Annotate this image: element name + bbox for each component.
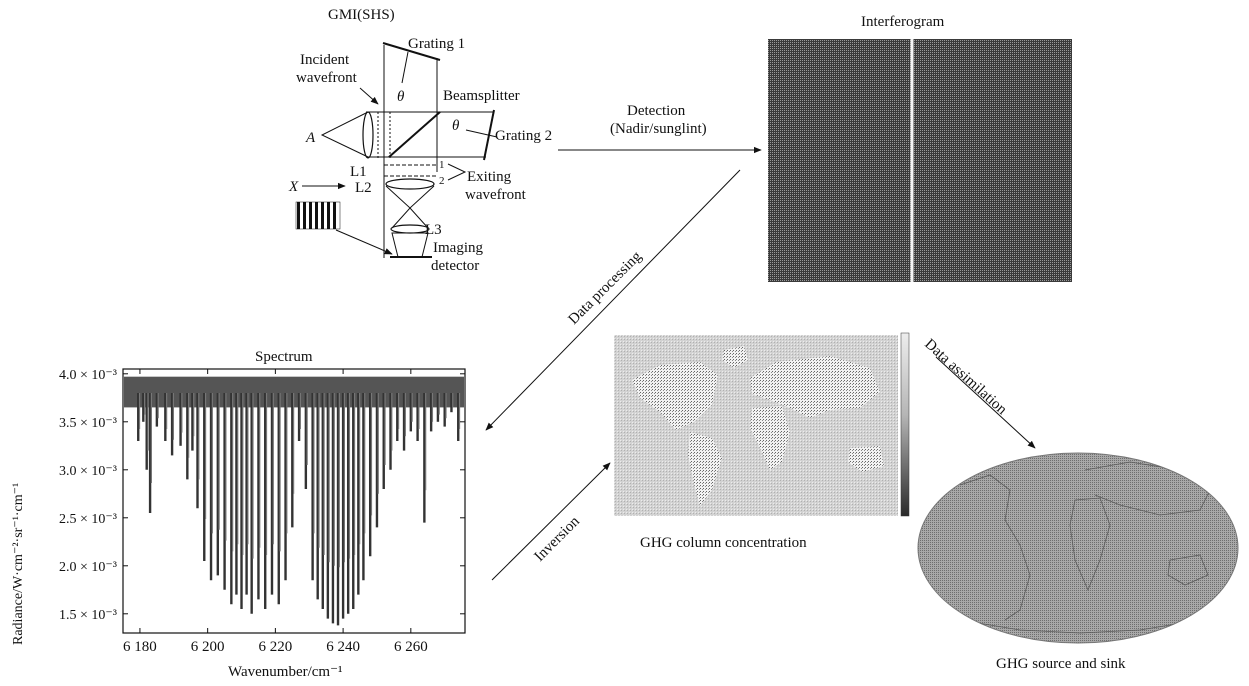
- spectrum-y-tick-label: 3.0 × 10⁻³: [59, 464, 117, 479]
- ghg-column-panel: GHG column concentration: [614, 332, 910, 551]
- spectrum-y-tick-label: 4.0 × 10⁻³: [59, 368, 117, 383]
- spectrum-marks: [124, 376, 464, 626]
- ghg-globe: [917, 452, 1239, 644]
- interferogram-image: [768, 39, 1072, 282]
- spectrum-xlabel: Wavenumber/cm⁻¹: [228, 664, 343, 680]
- imaging-label-2: detector: [431, 258, 479, 274]
- continent-australia: [848, 446, 884, 472]
- arrow-detection: Detection (Nadir/sunglint): [558, 103, 762, 154]
- continent-africa: [750, 406, 790, 470]
- interferogram-panel: Interferogram: [768, 14, 1072, 282]
- ghg-source-panel: GHG source and sink: [917, 452, 1239, 672]
- globe-coastline-africa: [1069, 497, 1111, 592]
- grating-1-label: Grating 1: [408, 36, 465, 52]
- beamsplitter-label: Beamsplitter: [443, 88, 520, 104]
- grating-1-normal: [401, 51, 409, 84]
- globe-coastline-australia: [1167, 554, 1209, 586]
- globe-coastline-eurasia: [1084, 461, 1211, 516]
- spectrum-x-tick-label: 6 240: [326, 639, 360, 655]
- theta-1-label: θ: [397, 89, 405, 105]
- incident-pointer: [359, 87, 379, 105]
- continent-north-america: [632, 362, 718, 430]
- arrow-data-assimilation: Data assimilation: [921, 336, 1036, 449]
- theta-2-label: θ: [452, 118, 460, 134]
- continent-greenland: [722, 346, 748, 368]
- globe-coastline-americas: [959, 474, 1031, 621]
- continent-eurasia: [750, 356, 880, 418]
- source-a-label: A: [305, 130, 316, 146]
- spectrum-y-tick-label: 1.5 × 10⁻³: [59, 608, 117, 623]
- mark-1: 1: [439, 159, 445, 171]
- incident-label-1: Incident: [300, 52, 350, 68]
- continent-south-america: [688, 432, 722, 506]
- spectrum-plot-frame: [122, 368, 466, 634]
- lens-l3: [390, 224, 430, 234]
- ghg-colorbar: [900, 332, 910, 517]
- spectrum-y-tick-label: 2.5 × 10⁻³: [59, 512, 117, 527]
- spectrum-x-tick-label: 6 180: [123, 639, 157, 655]
- ghg-source-caption: GHG source and sink: [996, 656, 1126, 672]
- detection-label-2: (Nadir/sunglint): [610, 121, 707, 137]
- globe-coastline-antarctica: [959, 619, 1201, 634]
- ghg-column-caption: GHG column concentration: [640, 535, 807, 551]
- mark-2: 2: [439, 175, 445, 187]
- exiting-label-1: Exiting: [467, 169, 512, 185]
- inversion-label: Inversion: [532, 513, 584, 565]
- exiting-label-2: wavefront: [465, 187, 527, 203]
- l3-label: L3: [425, 222, 442, 238]
- l2-label: L2: [355, 180, 372, 196]
- incident-label-2: wavefront: [296, 70, 358, 86]
- spectrum-y-tick-label: 2.0 × 10⁻³: [59, 560, 117, 575]
- spectrum-x-tick-label: 6 260: [394, 639, 428, 655]
- grating-1: [382, 42, 441, 61]
- spectrum-x-tick-label: 6 220: [259, 639, 293, 655]
- spectrum-chart: Spectrum 6 180 6 200 6 220 6 240 6 260 1.5 × …: [11, 349, 466, 680]
- imaging-label-1: Imaging: [433, 240, 483, 256]
- grating-2-normal: [465, 129, 498, 138]
- gmi-diagram: GMI(SHS) Grating 1 θ Incident wavefront …: [288, 7, 552, 274]
- spectrum-x-tick-label: 6 200: [191, 639, 225, 655]
- arrow-inversion: Inversion: [491, 462, 611, 581]
- spectrum-axes: 6 180 6 200 6 220 6 240 6 260 1.5 × 10⁻³ 2.0 ×…: [59, 368, 465, 655]
- lens-l2: [385, 178, 435, 190]
- lens-l1: [362, 111, 374, 159]
- spectrum-title: Spectrum: [255, 349, 313, 365]
- beamsplitter: [388, 111, 441, 158]
- data-assimilation-label: Data assimilation: [921, 336, 1010, 418]
- interferogram-title: Interferogram: [861, 14, 945, 30]
- data-processing-label: Data processing: [566, 248, 646, 328]
- l1-label: L1: [350, 164, 367, 180]
- gmi-title: GMI(SHS): [328, 7, 395, 23]
- x-label: X: [288, 179, 299, 195]
- spectrum-ylabel: Radiance/W·cm⁻²·sr⁻¹·cm⁻¹: [11, 483, 26, 645]
- spectrum-y-tick-label: 3.5 × 10⁻³: [59, 416, 117, 431]
- fringe-icon: [295, 201, 341, 230]
- detection-label-1: Detection: [627, 103, 686, 119]
- grating-2-label: Grating 2: [495, 128, 552, 144]
